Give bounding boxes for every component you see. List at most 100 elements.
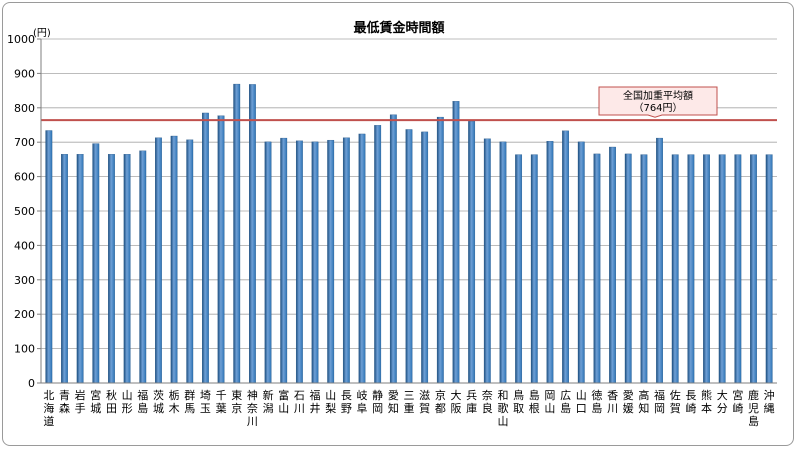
bar <box>546 141 554 384</box>
x-tick-label: 大分 <box>717 388 728 415</box>
x-tick-label: 奈良 <box>482 388 493 415</box>
x-tick-label: 徳島 <box>591 389 602 415</box>
bar <box>609 146 616 384</box>
bar <box>233 83 241 384</box>
x-tick-label: 千葉 <box>216 389 227 415</box>
bar <box>577 141 585 384</box>
x-tick-label: 福井 <box>310 388 321 415</box>
bar <box>217 115 225 384</box>
bar <box>264 141 272 384</box>
x-tick-label: 東京 <box>231 389 242 415</box>
bar <box>750 154 757 384</box>
x-tick-label: 和歌山 <box>497 389 508 428</box>
y-tick-label: 0 <box>28 377 35 390</box>
x-tick-label: 岐阜 <box>357 389 368 415</box>
x-tick-label: 宮城 <box>90 388 101 415</box>
bar <box>640 154 648 384</box>
x-tick-label: 静岡 <box>372 388 383 415</box>
bar <box>170 135 178 384</box>
x-tick-label: 鹿児島 <box>748 388 759 428</box>
average-line-group: 全国加重平均額（764円） <box>41 86 777 122</box>
bar <box>562 130 569 384</box>
bar <box>389 114 397 384</box>
x-tick-label: 愛媛 <box>623 389 634 415</box>
bars <box>45 83 773 384</box>
chart-title: 最低賃金時間額 <box>353 20 444 36</box>
bar <box>92 143 100 384</box>
x-tick-label: 石川 <box>294 389 305 415</box>
bar <box>436 116 444 384</box>
x-tick-label: 茨城 <box>153 388 164 415</box>
x-tick-label: 兵庫 <box>466 389 477 415</box>
y-axis-ticks: 0 100 200 300 400 500 600 700 800 900 1000 <box>7 33 41 390</box>
x-tick-label: 熊本 <box>701 388 712 415</box>
y-tick-label: 600 <box>14 171 35 184</box>
bar <box>108 154 115 384</box>
x-tick-label: 山梨 <box>325 389 336 415</box>
x-tick-label: 栃木 <box>169 388 180 415</box>
bar <box>671 154 679 384</box>
x-tick-label: 香川 <box>607 389 618 415</box>
bar <box>342 137 350 384</box>
x-tick-label: 群馬 <box>184 388 195 415</box>
bar <box>593 153 601 384</box>
average-callout-title: 全国加重平均額 <box>623 89 693 102</box>
x-tick-label: 神奈川 <box>247 388 258 428</box>
y-tick-label: 800 <box>14 102 35 115</box>
bar <box>139 150 147 384</box>
x-tick-label: 北海道 <box>43 389 54 428</box>
x-tick-label: 富山 <box>278 388 289 415</box>
x-tick-label: 青森 <box>59 389 70 415</box>
y-tick-label: 300 <box>14 274 35 287</box>
bar <box>374 125 382 384</box>
x-tick-label: 京都 <box>435 388 446 415</box>
average-callout-value: （764円） <box>633 102 682 114</box>
bar <box>718 154 726 384</box>
bar <box>405 129 413 384</box>
x-tick-label: 愛知 <box>388 389 399 415</box>
y-tick-label: 1000 <box>7 33 35 46</box>
bar <box>624 153 632 384</box>
bar <box>280 137 288 384</box>
x-tick-label: 長野 <box>341 389 352 415</box>
y-tick-label: 200 <box>14 308 35 321</box>
x-tick-label: 佐賀 <box>670 388 681 415</box>
y-tick-label: 900 <box>14 67 35 80</box>
bar <box>468 121 476 384</box>
bar <box>311 141 319 384</box>
x-tick-label: 島根 <box>529 388 540 415</box>
bar <box>687 154 695 384</box>
y-tick-label: 400 <box>14 239 35 252</box>
bar <box>452 101 460 384</box>
x-axis-labels: 北海道青森岩手宮城秋田山形福島茨城栃木群馬埼玉千葉東京神奈川新潟富山石川福井山梨… <box>43 388 774 428</box>
x-tick-label: 山口 <box>576 389 587 415</box>
bar <box>483 138 491 384</box>
x-tick-label: 岩手 <box>75 388 86 415</box>
bar <box>249 84 256 384</box>
x-tick-label: 秋田 <box>106 388 117 415</box>
bar <box>358 133 366 384</box>
y-axis-unit-label: (円) <box>33 28 51 39</box>
x-tick-label: 高知 <box>638 388 649 415</box>
bar <box>123 154 131 384</box>
bar <box>327 139 335 384</box>
minimum-wage-bar-chart: 最低賃金時間額 (円) 0 100 200 300 400 500 600 700 800 900… <box>7 20 777 428</box>
x-tick-label: 福岡 <box>654 388 665 415</box>
x-tick-label: 岡山 <box>544 389 555 415</box>
bar <box>45 130 53 384</box>
bar <box>421 131 429 384</box>
bar <box>499 141 507 384</box>
bar <box>295 140 303 384</box>
chart-frame: 最低賃金時間額 (円) 0 100 200 300 400 500 600 700 800 900… <box>2 2 794 446</box>
bar <box>765 154 773 384</box>
x-tick-label: 山形 <box>122 389 133 415</box>
x-tick-label: 福島 <box>137 388 148 415</box>
x-tick-label: 長崎 <box>685 389 696 415</box>
y-tick-label: 700 <box>14 136 35 149</box>
bar <box>155 137 162 384</box>
x-tick-label: 鳥取 <box>513 388 524 415</box>
x-tick-label: 宮崎 <box>732 388 743 415</box>
x-tick-label: 大阪 <box>450 388 461 415</box>
x-tick-label: 三重 <box>404 389 415 415</box>
bar <box>734 154 742 384</box>
